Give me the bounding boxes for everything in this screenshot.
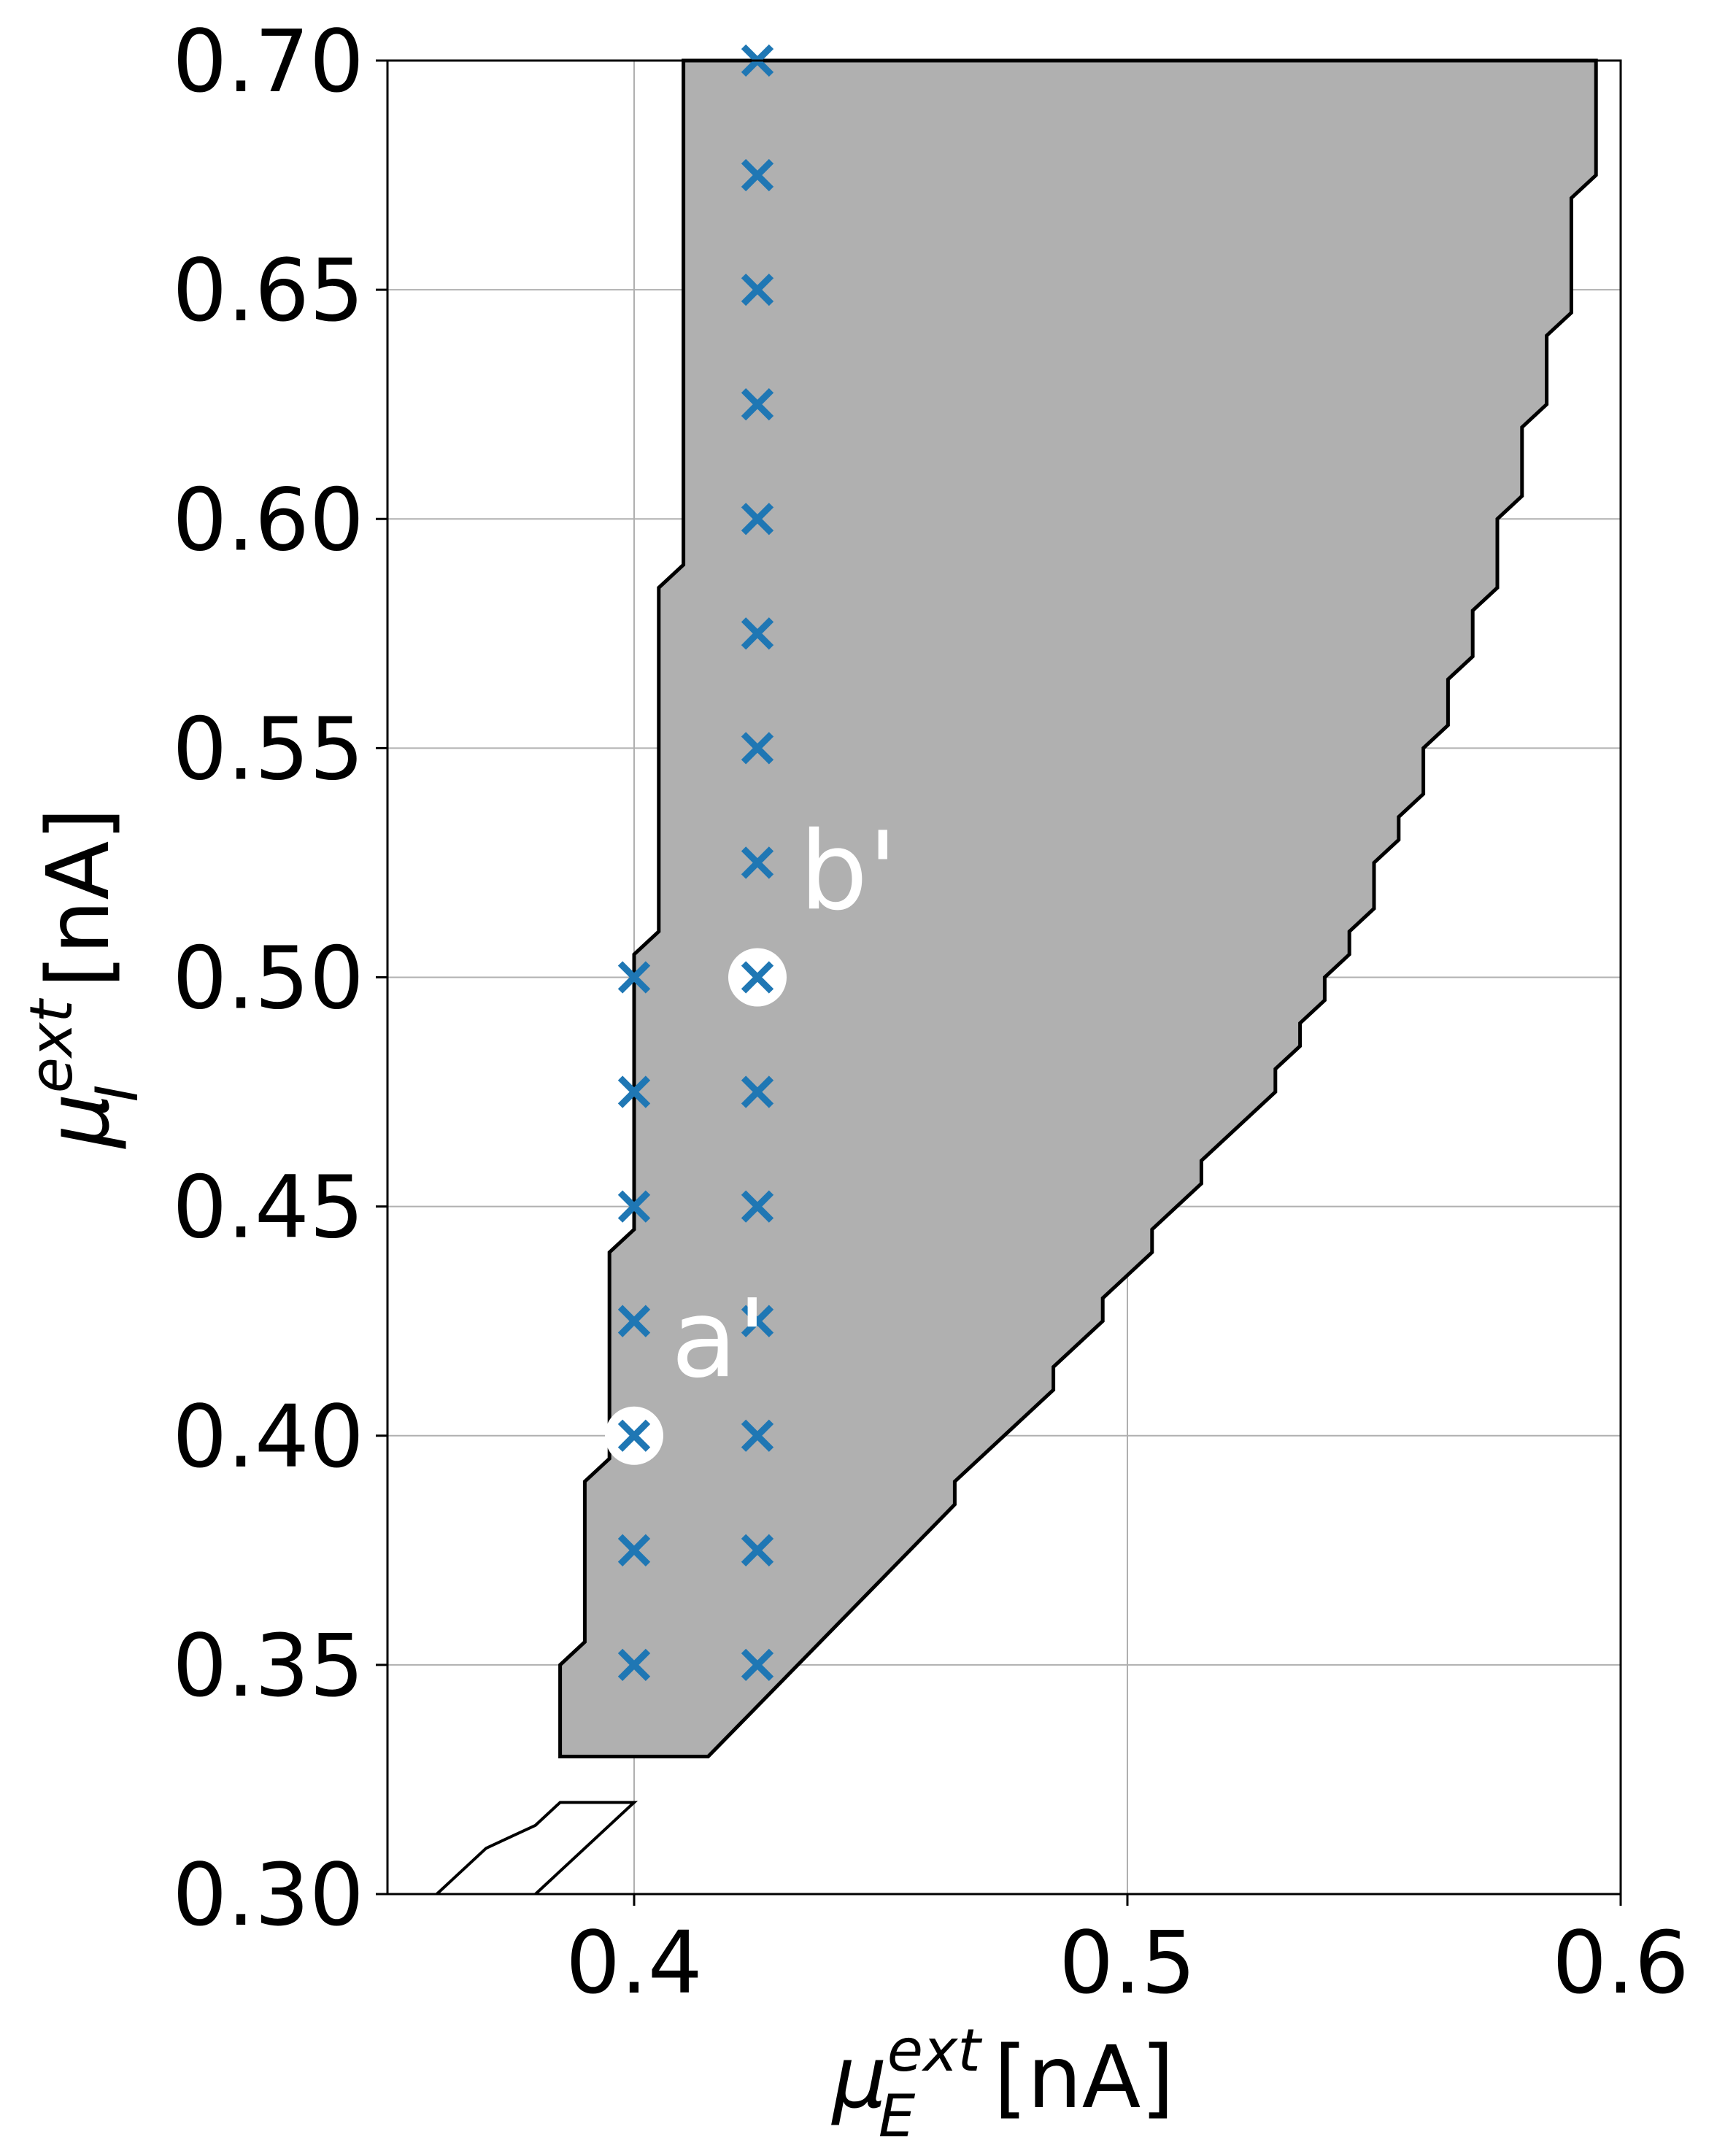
x-tick-label-0: 0.4 [566,1912,703,2013]
sample-point-2 [617,1419,651,1452]
sample-point-10 [741,1305,774,1337]
sample-points [617,44,774,1682]
sample-point-6 [617,961,651,994]
x-tick-label-2: 0.6 [1552,1912,1689,2013]
x-axis-label-sup: ext [887,2017,983,2084]
y-tick-label-3: 0.45 [172,1157,364,1258]
x-axis-label-unit: [nA] [966,2027,1174,2128]
x-axis-label: μext E [nA] [831,2017,1175,2150]
sample-point-15 [741,732,774,765]
y-axis-ticks: 0.30 0.35 0.40 0.45 0.50 0.55 0.60 0.65 0.70 [172,11,387,1945]
y-tick-label-5: 0.55 [172,698,364,799]
y-tick-label-8: 0.70 [172,11,364,112]
y-tick-label-0: 0.30 [172,1844,364,1945]
y-axis-label-sup: ext [18,998,85,1094]
point-annotations: a' b' [671,808,898,1402]
sample-point-0 [617,1648,651,1682]
y-tick-label-4: 0.50 [172,928,364,1029]
sample-point-14 [741,846,774,879]
sample-point-5 [617,1075,651,1108]
y-axis-label: μextI [nA] [18,808,151,1150]
y-axis-label-base: μ [28,1093,128,1149]
sample-point-16 [741,617,774,650]
sample-point-13 [741,961,774,994]
sample-point-7 [741,1648,774,1682]
x-tick-label-1: 0.5 [1059,1912,1196,2013]
sample-point-19 [741,273,774,306]
annotation-label-0: a' [671,1276,767,1402]
sample-point-20 [741,158,774,192]
y-tick-label-2: 0.40 [172,1386,364,1487]
sample-point-3 [617,1305,651,1337]
sample-point-1 [617,1534,651,1566]
outline-fragment-0 [436,1801,638,1896]
sample-point-8 [741,1534,774,1566]
sample-point-18 [741,388,774,421]
annotation-label-1: b' [799,808,898,934]
y-tick-label-1: 0.35 [172,1615,364,1716]
sample-point-11 [741,1190,774,1223]
y-tick-label-7: 0.65 [172,240,364,341]
x-axis-label-sub: E [879,2082,916,2150]
shaded-region [436,58,1598,1896]
x-axis-ticks: 0.4 0.5 0.6 [566,1894,1689,2013]
stable-region-polygon [558,58,1598,1759]
sample-point-9 [741,1419,774,1452]
sample-point-12 [741,1075,774,1108]
y-axis-label-unit: [nA] [28,808,128,1016]
y-axis-label-sub: I [83,1085,151,1102]
y-tick-label-6: 0.60 [172,469,364,570]
x-axis-label-base: μ [831,2027,887,2128]
sample-point-17 [741,503,774,536]
sample-point-4 [617,1190,651,1223]
